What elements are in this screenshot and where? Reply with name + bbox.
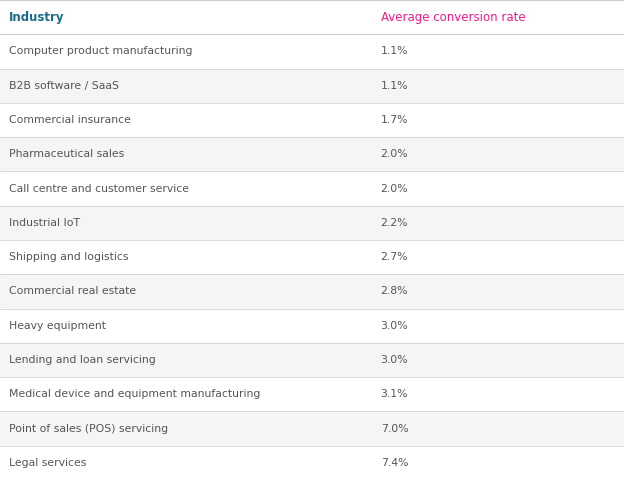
Text: 1.1%: 1.1% — [381, 47, 408, 57]
Bar — [0, 69, 624, 103]
Text: Lending and loan servicing: Lending and loan servicing — [9, 355, 156, 365]
Bar — [0, 171, 624, 206]
Text: 2.8%: 2.8% — [381, 287, 408, 297]
Text: 1.7%: 1.7% — [381, 115, 408, 125]
Text: 7.4%: 7.4% — [381, 458, 408, 468]
Bar — [0, 377, 624, 411]
Text: 3.1%: 3.1% — [381, 389, 408, 399]
Text: Industrial IoT: Industrial IoT — [9, 218, 80, 228]
Text: Call centre and customer service: Call centre and customer service — [9, 183, 189, 193]
Text: 2.2%: 2.2% — [381, 218, 408, 228]
Text: 2.0%: 2.0% — [381, 149, 408, 159]
Bar — [0, 137, 624, 171]
Text: Average conversion rate: Average conversion rate — [381, 11, 525, 24]
Bar — [0, 343, 624, 377]
Text: 2.0%: 2.0% — [381, 183, 408, 193]
Text: Heavy equipment: Heavy equipment — [9, 321, 106, 331]
Text: 7.0%: 7.0% — [381, 423, 408, 433]
Text: Industry: Industry — [9, 11, 65, 24]
Text: 1.1%: 1.1% — [381, 81, 408, 91]
Text: 2.7%: 2.7% — [381, 252, 408, 262]
Bar — [0, 0, 624, 34]
Text: Shipping and logistics: Shipping and logistics — [9, 252, 129, 262]
Bar — [0, 34, 624, 69]
Text: 3.0%: 3.0% — [381, 321, 408, 331]
Text: 3.0%: 3.0% — [381, 355, 408, 365]
Bar — [0, 411, 624, 446]
Bar — [0, 206, 624, 240]
Bar — [0, 446, 624, 480]
Text: Commercial real estate: Commercial real estate — [9, 287, 137, 297]
Bar — [0, 240, 624, 274]
Text: Legal services: Legal services — [9, 458, 87, 468]
Text: Pharmaceutical sales: Pharmaceutical sales — [9, 149, 125, 159]
Text: Commercial insurance: Commercial insurance — [9, 115, 131, 125]
Bar — [0, 309, 624, 343]
Text: Computer product manufacturing: Computer product manufacturing — [9, 47, 193, 57]
Bar — [0, 274, 624, 309]
Text: Point of sales (POS) servicing: Point of sales (POS) servicing — [9, 423, 168, 433]
Text: B2B software / SaaS: B2B software / SaaS — [9, 81, 119, 91]
Bar — [0, 103, 624, 137]
Text: Medical device and equipment manufacturing: Medical device and equipment manufacturi… — [9, 389, 261, 399]
